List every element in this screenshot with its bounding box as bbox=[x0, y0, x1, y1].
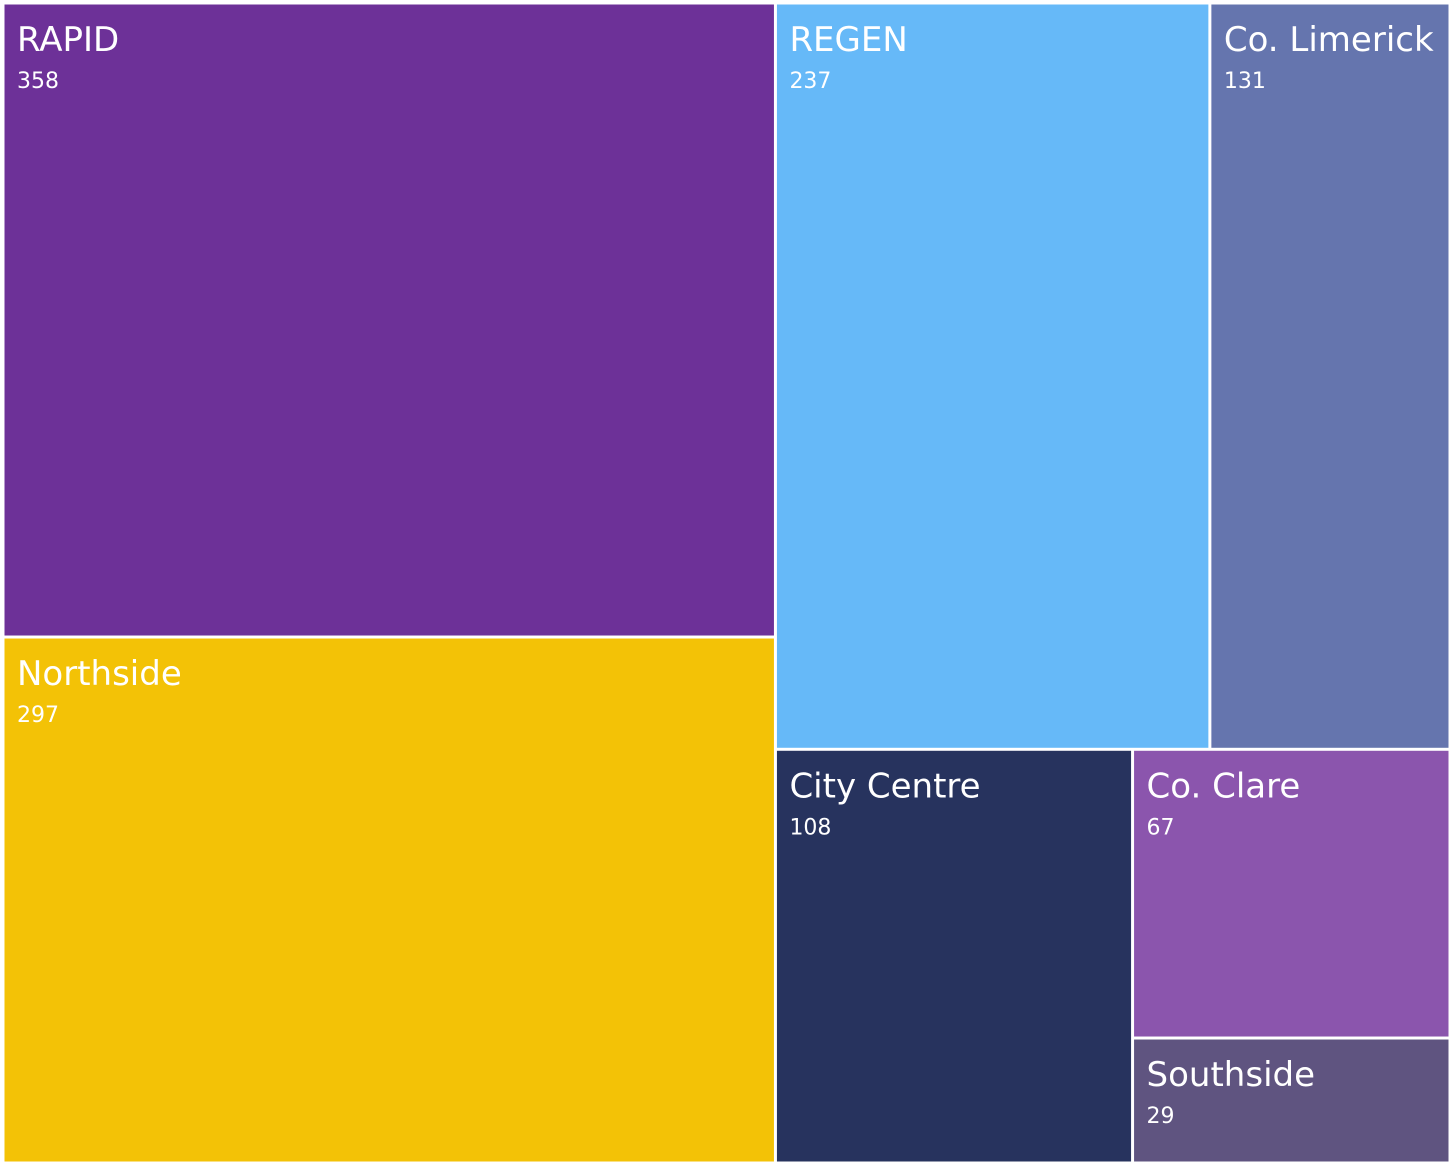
tile bbox=[776, 750, 1132, 1162]
tile-label: Co. Limerick bbox=[1224, 20, 1434, 60]
tile-label: RAPID bbox=[17, 20, 119, 60]
tile bbox=[1134, 750, 1449, 1037]
tile-label: REGEN bbox=[789, 20, 907, 60]
tile-value: 358 bbox=[17, 69, 59, 94]
tile bbox=[1211, 4, 1449, 748]
tile-value: 297 bbox=[17, 703, 59, 728]
tile-label: Southside bbox=[1147, 1055, 1315, 1095]
tile bbox=[4, 4, 774, 636]
tile-value: 67 bbox=[1147, 815, 1175, 840]
tile-value: 108 bbox=[789, 815, 831, 840]
tile-label: Co. Clare bbox=[1147, 766, 1301, 806]
tile bbox=[776, 4, 1209, 748]
tile-label: Northside bbox=[17, 654, 182, 694]
tile bbox=[1134, 1039, 1449, 1162]
tile bbox=[4, 638, 774, 1162]
tile-value: 131 bbox=[1224, 69, 1266, 94]
tile-value: 237 bbox=[789, 69, 831, 94]
tile-label: City Centre bbox=[789, 766, 980, 806]
tile-value: 29 bbox=[1147, 1104, 1175, 1129]
